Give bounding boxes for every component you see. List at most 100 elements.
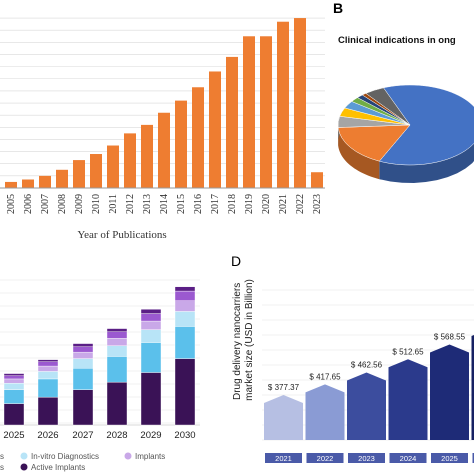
- panel-a-tick-labels: 2005 2006 2007 2008 2009 2010 2011 2012 2013 2014…: [6, 194, 323, 214]
- tick-label-2018: 2018: [227, 194, 238, 214]
- panel-d-market-chart: D Drug delivery nanocarriers market size…: [231, 253, 474, 463]
- value-label-2024: $ 512.65: [392, 347, 424, 356]
- bar-2006: [22, 179, 34, 188]
- panel-c-stacked-chart: In-vitro Diagnostics Implants Active Imp…: [0, 279, 200, 472]
- panel-c-bars: [3, 286, 196, 426]
- tick-label-bg-2021: [265, 453, 302, 463]
- tick-label-2019: 2019: [244, 194, 255, 214]
- bar-segment-top-2026: [37, 361, 59, 367]
- tick-label-2015: 2015: [176, 194, 187, 214]
- bar-segment-top-2028: [106, 331, 128, 339]
- value-label-2022: $ 417.65: [309, 372, 341, 381]
- panel-d-value-labels: $ 377.37 $ 417.65 $ 462.56 $ 512.65 $ 568.55…: [268, 332, 466, 392]
- panel-d-tick-labels: 202120222023202420252026: [265, 453, 474, 463]
- bar-segment-implants-2026: [37, 365, 59, 372]
- bar-segment-in_vitro-2028: [106, 345, 128, 357]
- bar-2008: [56, 169, 68, 188]
- bar-2016: [192, 87, 204, 188]
- panel-c-tick-labels: 2025 2026 2027 2028 2029 2030: [3, 430, 195, 441]
- bar-segment-top-2027: [72, 346, 94, 353]
- panel-d-bars: [264, 334, 474, 440]
- bar-2007: [39, 175, 51, 188]
- bar-segment-active-2026: [37, 396, 59, 426]
- panel-c-gridlines: [0, 279, 200, 426]
- bar-segment-cap-2029: [140, 309, 162, 314]
- tick-label-bg-2025: [431, 453, 468, 463]
- bar-2020: [260, 36, 272, 188]
- bar-2019: [243, 36, 255, 188]
- bar-segment-top-2025: [3, 375, 25, 380]
- bar-segment-active-2028: [106, 381, 128, 426]
- bar-segment-in_vitro-2029: [140, 329, 162, 343]
- tick-label-2024: 2024: [400, 454, 417, 463]
- legend-swatch-implants: [124, 452, 132, 460]
- bar-segment-cap-2027: [72, 343, 94, 347]
- tick-label-2010: 2010: [91, 194, 102, 214]
- bar-segment-cap-2030: [174, 286, 196, 292]
- tick-label-2029: 2029: [140, 430, 161, 441]
- bar-segment-mid-2029: [140, 342, 162, 373]
- tick-label-2008: 2008: [57, 194, 68, 214]
- tick-label-2020: 2020: [261, 194, 272, 214]
- bar-2014: [158, 112, 170, 188]
- panel-d-y-axis-label: Drug delivery nanocarriers market size (…: [232, 279, 255, 401]
- bar-segment-cap-2025: [3, 373, 25, 376]
- value-label-2023: $ 462.56: [351, 360, 383, 369]
- panel-c-legend: In-vitro Diagnostics Implants Active Imp…: [0, 452, 165, 472]
- bar-segment-implants-2029: [140, 320, 162, 330]
- panel-d-label: D: [231, 253, 241, 269]
- value-label-2025: $ 568.55: [434, 332, 466, 341]
- tick-label-2023: 2023: [312, 194, 323, 214]
- legend-clipped-fragment-s: s: [0, 463, 4, 472]
- bar-segment-top-2029: [140, 313, 162, 322]
- bar-segment-active-2025: [3, 403, 25, 426]
- legend-clipped-fragment-s: s: [0, 452, 4, 461]
- bar-2021: [277, 21, 289, 189]
- tick-label-2027: 2027: [72, 430, 93, 441]
- bar-2011: [107, 145, 119, 188]
- tick-label-2006: 2006: [23, 194, 34, 214]
- tick-label-2009: 2009: [74, 194, 85, 214]
- tick-label-2013: 2013: [142, 194, 153, 214]
- bar-2012: [124, 133, 136, 188]
- panel-a-x-axis-label: Year of Publications: [77, 229, 166, 241]
- pie-slice-1: [337, 124, 411, 162]
- bar-segment-mid-2030: [174, 326, 196, 359]
- bar-segment-mid-2028: [106, 356, 128, 383]
- bar-2009: [73, 160, 85, 188]
- bar-segment-mid-2027: [72, 368, 94, 390]
- bar-2023: [347, 372, 386, 440]
- panel-b-label: B: [333, 0, 343, 16]
- bar-segment-implants-2025: [3, 378, 25, 384]
- bar-segment-implants-2030: [174, 300, 196, 312]
- tick-label-2025: 2025: [3, 430, 24, 441]
- bar-segment-implants-2028: [106, 338, 128, 346]
- bar-2025: [430, 344, 469, 440]
- bar-2010: [90, 154, 102, 188]
- bar-segment-in_vitro-2030: [174, 311, 196, 327]
- bar-segment-active-2029: [140, 372, 162, 426]
- bar-segment-in_vitro-2025: [3, 383, 25, 390]
- tick-label-2012: 2012: [125, 194, 136, 214]
- tick-label-2022: 2022: [317, 454, 334, 463]
- tick-label-bg-2023: [348, 453, 385, 463]
- panel-a-publications-chart: 2005 2006 2007 2008 2009 2010 2011 2012 2013 2014…: [0, 17, 325, 241]
- tick-label-bg-2024: [389, 453, 427, 463]
- panel-d-y-axis-label-line1: Drug delivery nanocarriers: [232, 283, 243, 400]
- bar-segment-active-2030: [174, 358, 196, 426]
- tick-label-2011: 2011: [108, 194, 119, 214]
- bar-2022: [305, 384, 345, 440]
- tick-label-2028: 2028: [106, 430, 127, 441]
- panel-b-pie-chart: B Clinical indications in ong: [333, 0, 474, 183]
- bar-2021: [264, 395, 303, 440]
- bar-2018: [226, 56, 238, 189]
- bar-2017: [209, 71, 221, 188]
- bar-segment-active-2027: [72, 389, 94, 426]
- panel-b-pie: [337, 84, 474, 183]
- bar-segment-in_vitro-2026: [37, 371, 59, 380]
- tick-label-2026: 2026: [37, 430, 58, 441]
- legend-swatch-active-implants: [20, 463, 28, 471]
- bar-segment-mid-2025: [3, 389, 25, 404]
- bar-segment-cap-2026: [37, 359, 59, 362]
- value-label-2021: $ 377.37: [268, 383, 300, 392]
